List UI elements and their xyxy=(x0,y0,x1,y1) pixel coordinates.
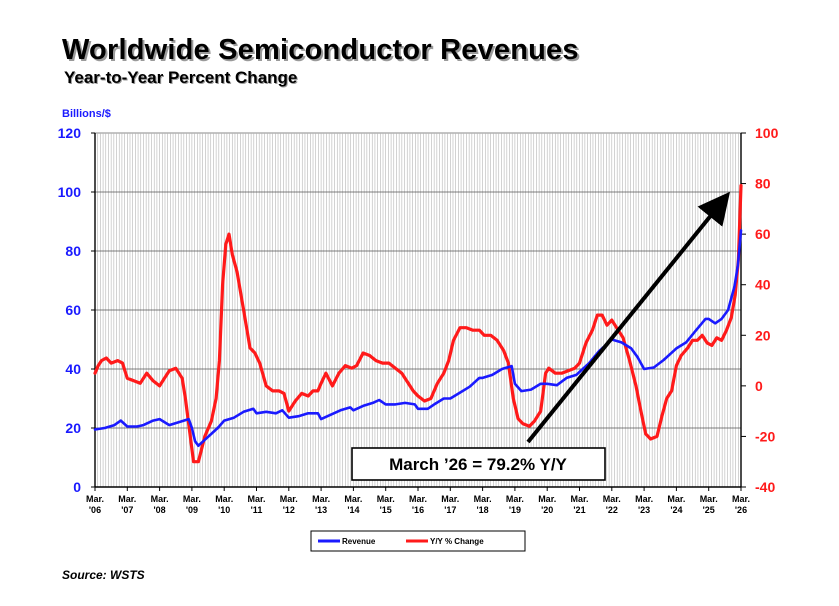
left-tick-label: 40 xyxy=(65,361,81,377)
right-tick-label: 80 xyxy=(755,176,771,192)
chart-title: Worldwide Semiconductor Revenues xyxy=(62,34,579,66)
x-tick-label-month: Mar. xyxy=(570,494,588,504)
x-tick-label-year: '12 xyxy=(283,505,295,515)
x-tick-label-month: Mar. xyxy=(538,494,556,504)
right-tick-label: 0 xyxy=(755,378,763,394)
source-note: Source: WSTS xyxy=(62,568,145,582)
x-tick-label-month: Mar. xyxy=(183,494,201,504)
x-tick-label-year: '07 xyxy=(121,505,133,515)
right-axis: -40 -20 0 20 40 60 80 100 xyxy=(740,125,779,495)
x-tick-label-month: Mar. xyxy=(506,494,524,504)
x-tick-label-year: '22 xyxy=(606,505,618,515)
x-tick-label-year: '10 xyxy=(218,505,230,515)
legend-revenue-label: Revenue xyxy=(342,537,376,546)
trend-arrow xyxy=(526,191,731,444)
x-tick-label-year: '08 xyxy=(154,505,166,515)
x-tick-label-month: Mar. xyxy=(441,494,459,504)
x-tick-label-month: Mar. xyxy=(215,494,233,504)
x-tick-label-year: '20 xyxy=(541,505,553,515)
x-tick-label-year: '24 xyxy=(670,505,682,515)
x-tick-label-month: Mar. xyxy=(151,494,169,504)
x-tick-label-year: '06 xyxy=(89,505,101,515)
x-tick-label-month: Mar. xyxy=(118,494,136,504)
x-tick-label-month: Mar. xyxy=(409,494,427,504)
x-tick-label-year: '23 xyxy=(638,505,650,515)
x-tick-label-year: '15 xyxy=(380,505,392,515)
right-tick-label: -40 xyxy=(755,479,775,495)
x-tick-label-month: Mar. xyxy=(474,494,492,504)
x-tick-label-year: '13 xyxy=(315,505,327,515)
x-tick-label-year: '18 xyxy=(477,505,489,515)
x-tick-label-year: '25 xyxy=(703,505,715,515)
right-tick-label: 100 xyxy=(755,125,779,141)
left-tick-label: 20 xyxy=(65,420,81,436)
left-axis: 0 20 40 60 80 100 120 Billions/$ xyxy=(58,108,111,495)
chart-subtitle: Year-to-Year Percent Change xyxy=(64,68,298,87)
x-tick-label-month: Mar. xyxy=(732,494,750,504)
x-tick-label-year: '19 xyxy=(509,505,521,515)
x-tick-label-month: Mar. xyxy=(700,494,718,504)
left-tick-label: 120 xyxy=(58,125,82,141)
right-tick-label: 40 xyxy=(755,277,771,293)
right-tick-label: 60 xyxy=(755,226,771,242)
x-tick-label-year: '09 xyxy=(186,505,198,515)
legend-yoy-label: Y/Y % Change xyxy=(430,537,484,546)
yoy-change-line xyxy=(93,184,743,464)
left-tick-label: 0 xyxy=(73,479,81,495)
x-tick-label-year: '21 xyxy=(573,505,585,515)
right-tick-label: 20 xyxy=(755,327,771,343)
x-tick-label-year: '11 xyxy=(251,505,263,515)
x-tick-label-month: Mar. xyxy=(603,494,621,504)
left-tick-label: 60 xyxy=(65,302,81,318)
x-tick-label-year: '26 xyxy=(735,505,747,515)
x-tick-label-month: Mar. xyxy=(247,494,265,504)
x-tick-label-month: Mar. xyxy=(280,494,298,504)
x-tick-label-year: '16 xyxy=(412,505,424,515)
x-axis: Mar.'06Mar.'07Mar.'08Mar.'09Mar.'10Mar.'… xyxy=(86,486,750,515)
x-tick-label-month: Mar. xyxy=(312,494,330,504)
x-tick-label-month: Mar. xyxy=(344,494,362,504)
right-tick-label: -20 xyxy=(755,428,775,444)
left-tick-label: 80 xyxy=(65,243,81,259)
x-tick-label-year: '14 xyxy=(347,505,359,515)
left-axis-label: Billions/$ xyxy=(62,108,111,120)
x-tick-label-month: Mar. xyxy=(635,494,653,504)
x-tick-label-year: '17 xyxy=(444,505,456,515)
x-tick-label-month: Mar. xyxy=(667,494,685,504)
x-tick-label-month: Mar. xyxy=(86,494,104,504)
annotation-text: March ’26 = 79.2% Y/Y xyxy=(389,455,567,474)
annotation-box xyxy=(351,447,606,481)
left-tick-label: 100 xyxy=(58,184,82,200)
revenue-line xyxy=(93,229,743,447)
x-tick-label-month: Mar. xyxy=(377,494,395,504)
